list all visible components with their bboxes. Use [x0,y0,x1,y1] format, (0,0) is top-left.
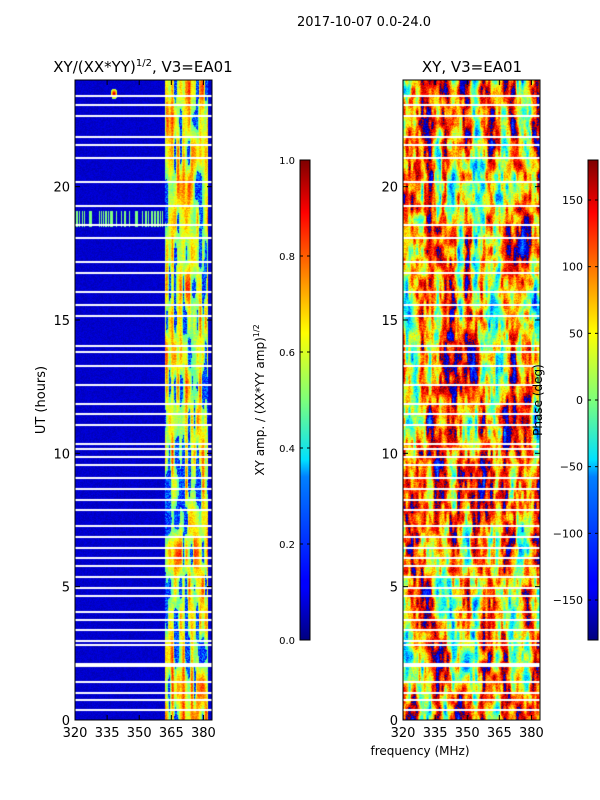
x-tick-label: 380 [519,726,544,741]
colorbar-tick-label: 0.6 [279,348,295,359]
colorbar-tick-label: −50 [560,461,583,474]
y-tick-label: 20 [381,181,398,196]
phase-title: XY, V3=EA01 [422,58,522,76]
amp-ylabel: UT (hours) [34,366,49,434]
colorbar-tick-label: 0.4 [279,444,295,455]
amp-title: XY/(XX*YY)1/2, V3=EA01 [53,58,232,76]
x-tick-label: 350 [455,726,480,741]
y-tick-label: 15 [381,314,398,329]
x-tick-label: 365 [487,726,512,741]
colorbar-tick-label: −100 [553,527,583,540]
colorbar-tick-label: 150 [562,194,583,207]
colorbar-tick-label: 0 [576,394,583,407]
phase-colorbar-label: Phase (deg) [531,364,545,436]
x-tick-label: 380 [191,726,216,741]
phase-colorbar: −150 −100 −50 0 50 100 150 Phase (deg) [531,159,599,641]
x-tick-label: 320 [391,726,416,741]
colorbar-tick-label: 50 [569,327,583,340]
amp-colorbar-label: XY amp. / (XX*YY amp)1/2 [252,324,267,475]
x-tick-label: 320 [63,726,88,741]
y-tick-label: 0 [390,714,398,729]
colorbar-tick-label: 0.2 [279,540,295,551]
y-tick-label: 15 [53,314,70,329]
amp-heatmap [75,80,212,720]
y-tick-label: 20 [53,181,70,196]
colorbar-tick-label: 0.0 [279,636,295,647]
y-tick-label: 10 [53,447,70,462]
phase-xlabel: frequency (MHz) [370,744,469,758]
colorbar-tick-label: 0.8 [279,252,295,263]
amp-y-axis: 0 5 10 15 20 [53,181,212,729]
phase-panel: XY, V3=EA01 320 335 350 365 380 0 5 10 15 20 fre… [370,58,543,758]
figure-suptitle: 2017-10-07 0.0-24.0 [297,15,431,30]
y-tick-label: 5 [62,581,70,596]
x-tick-label: 335 [423,726,448,741]
y-tick-label: 10 [381,447,398,462]
amp-colorbar: 0.0 0.2 0.4 0.6 0.8 1.0 XY amp. / (XX*YY amp)… [252,156,311,647]
phase-plot-frame [402,79,541,721]
phase-heatmap [403,80,540,720]
amp-x-axis: 320 335 350 365 380 [63,80,216,741]
x-tick-label: 350 [127,726,152,741]
phase-x-axis: 320 335 350 365 380 [391,80,544,741]
y-tick-label: 5 [390,581,398,596]
x-tick-label: 335 [95,726,120,741]
amp-plot-frame [74,79,213,721]
phase-y-axis: 0 5 10 15 20 [381,181,540,729]
x-tick-label: 365 [159,726,184,741]
colorbar-tick-label: 1.0 [279,156,295,167]
amp-colorbar-gradient [299,159,311,641]
colorbar-tick-label: 100 [562,261,583,274]
amp-panel: XY/(XX*YY)1/2, V3=EA01 320 335 350 365 380 0… [34,58,233,741]
amp-colorbar-ticks: 0.0 0.2 0.4 0.6 0.8 1.0 [279,156,310,647]
colorbar-tick-label: −150 [553,594,583,607]
phase-colorbar-ticks: −150 −100 −50 0 50 100 150 [553,194,598,607]
y-tick-label: 0 [62,714,70,729]
